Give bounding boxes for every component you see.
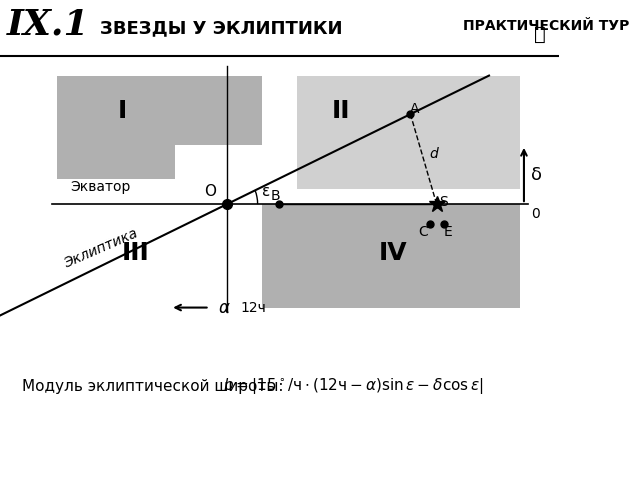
- Bar: [57, 76, 262, 180]
- Text: B: B: [270, 189, 280, 203]
- Text: I: I: [118, 98, 127, 122]
- Text: III: III: [122, 241, 149, 265]
- Text: IV: IV: [379, 241, 407, 265]
- Bar: [175, 145, 262, 204]
- Text: O: O: [205, 184, 216, 199]
- Text: $b = |15^\circ/\text{ч} \cdot(12\text{ч} - \alpha) \sin \varepsilon - \delta \co: $b = |15^\circ/\text{ч} \cdot(12\text{ч}…: [223, 376, 483, 396]
- Text: S: S: [439, 195, 448, 209]
- Bar: [175, 180, 262, 229]
- Text: 12ч: 12ч: [240, 300, 266, 314]
- Text: IX.1: IX.1: [7, 8, 90, 42]
- Text: Экватор: Экватор: [70, 180, 130, 194]
- Text: 0: 0: [531, 207, 540, 221]
- Text: 🔭: 🔭: [534, 25, 546, 44]
- Bar: [262, 204, 520, 308]
- Text: E: E: [444, 225, 452, 239]
- Text: d: d: [429, 147, 438, 161]
- Bar: [297, 76, 520, 189]
- Text: II: II: [332, 98, 350, 122]
- Text: α: α: [218, 299, 229, 317]
- Text: Эклиптика: Эклиптика: [61, 226, 140, 271]
- Text: C: C: [418, 225, 428, 239]
- Text: ЗВЕЗДЫ У ЭКЛИПТИКИ: ЗВЕЗДЫ У ЭКЛИПТИКИ: [100, 20, 343, 37]
- Text: ε: ε: [262, 184, 270, 199]
- Text: Модуль эклиптической широты:: Модуль эклиптической широты:: [22, 379, 288, 394]
- Text: ПРАКТИЧЕСКИЙ ТУР: ПРАКТИЧЕСКИЙ ТУР: [463, 19, 629, 33]
- Text: A: A: [410, 102, 420, 116]
- Text: δ: δ: [531, 166, 542, 183]
